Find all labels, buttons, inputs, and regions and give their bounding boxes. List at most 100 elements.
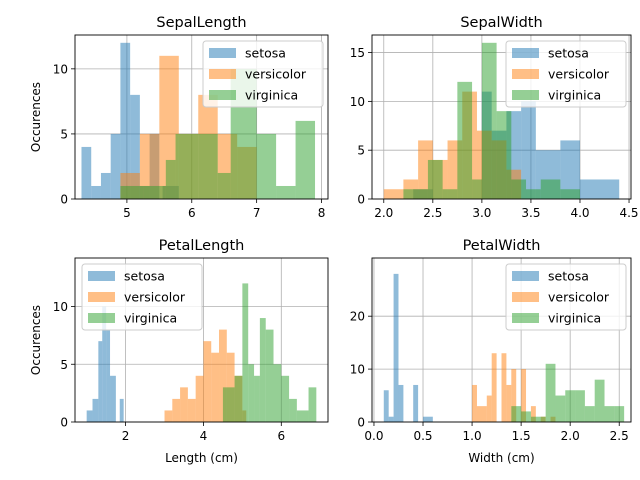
x-tick-label: 2.5 <box>423 206 442 220</box>
bar-virginica <box>496 111 512 199</box>
bar-virginica <box>526 189 541 199</box>
y-tick-label: 0 <box>357 193 365 207</box>
bar-virginica <box>296 410 309 422</box>
bar-setosa <box>560 140 580 199</box>
y-tick-label: 0 <box>60 193 68 207</box>
bar-setosa <box>398 384 404 422</box>
bar-virginica <box>521 411 531 422</box>
bar-setosa <box>383 390 389 422</box>
legend-swatch <box>209 69 236 79</box>
bar-virginica <box>143 185 166 199</box>
bar-setosa <box>413 384 419 422</box>
bar-setosa <box>521 101 536 199</box>
x-tick-label: 4.0 <box>570 206 589 220</box>
bar-virginica <box>281 375 290 422</box>
legend-label: versicolor <box>245 67 307 82</box>
bar-virginica <box>584 406 595 422</box>
legend-label: versicolor <box>124 290 186 305</box>
legend-swatch <box>88 292 115 302</box>
bar-setosa <box>110 375 116 422</box>
x-tick-label: 0.5 <box>413 429 432 443</box>
bar-versicolor <box>203 341 212 422</box>
bar-versicolor <box>383 189 404 199</box>
legend-swatch <box>209 90 236 100</box>
bar-setosa <box>110 133 121 199</box>
bar-virginica <box>256 133 277 199</box>
legend: setosa versicolor virginica <box>505 40 627 108</box>
bar-virginica <box>565 390 576 422</box>
legend-label: virginica <box>245 88 298 103</box>
bar-virginica <box>217 172 231 199</box>
bar-versicolor <box>172 398 181 422</box>
bar-versicolor <box>511 369 517 422</box>
bar-virginica <box>308 387 317 422</box>
bar-virginica <box>540 179 561 199</box>
subplot-title: PetalLength <box>159 238 245 254</box>
bar-virginica <box>481 42 497 199</box>
axes-frame <box>371 257 632 423</box>
legend-label: versicolor <box>548 67 610 82</box>
bar-virginica <box>175 133 199 199</box>
bar-virginica <box>222 387 235 422</box>
legend-swatch <box>512 292 539 302</box>
axes-frame <box>74 257 329 423</box>
bar-versicolor <box>486 395 492 422</box>
bar-virginica <box>234 375 243 422</box>
bar-setosa <box>102 306 107 422</box>
bar-setosa <box>98 341 103 422</box>
bar-virginica <box>555 395 566 422</box>
y-axis-label: Occurences <box>29 305 43 375</box>
legend: setosa versicolor virginica <box>505 263 627 331</box>
legend-label: setosa <box>245 46 286 61</box>
bar-virginica <box>560 189 580 199</box>
y-tick-label: 5 <box>60 127 68 141</box>
x-tick-label: 2.0 <box>374 206 393 220</box>
bar-virginica <box>165 159 176 199</box>
bar-virginica <box>120 185 144 199</box>
y-tick-label: 10 <box>53 300 68 314</box>
bar-virginica <box>511 406 522 422</box>
legend-swatch <box>512 69 539 79</box>
subplot-title: SepalWidth <box>460 15 542 31</box>
legend-label: virginica <box>124 311 177 326</box>
legend: setosa versicolor virginica <box>81 263 203 331</box>
bar-virginica <box>248 364 255 422</box>
bar-virginica <box>289 398 297 422</box>
bar-setosa <box>106 329 111 422</box>
bar-virginica <box>259 318 266 422</box>
bar-virginica <box>472 179 482 199</box>
bar-versicolor <box>180 387 188 422</box>
y-tick-label: 20 <box>350 310 365 324</box>
bar-versicolor <box>219 329 227 422</box>
bar-versicolor <box>195 375 204 422</box>
bar-virginica <box>265 329 274 422</box>
bar-setosa <box>92 398 99 422</box>
axes-frame <box>371 34 632 200</box>
legend-swatch <box>88 271 115 281</box>
legend-swatch <box>512 90 539 100</box>
bar-virginica <box>511 179 527 199</box>
bar-virginica <box>530 416 546 422</box>
bar-virginica <box>295 120 316 199</box>
subplot-3: 0.0 0.5 1.0 1.5 2.0 2.5 0 10 20 PetalWidth Width (… <box>350 238 632 465</box>
legend-label: versicolor <box>548 290 610 305</box>
bar-virginica <box>614 406 625 422</box>
y-tick-label: 5 <box>60 358 68 372</box>
bar-setosa <box>81 146 92 199</box>
bar-virginica <box>545 363 556 422</box>
legend-label: virginica <box>548 311 601 326</box>
bar-virginica <box>594 379 605 422</box>
bar-setosa <box>130 94 140 199</box>
bar-versicolor <box>187 398 196 422</box>
legend-swatch <box>512 271 539 281</box>
x-axis-label: Length (cm) <box>165 451 238 465</box>
x-tick-label: 8 <box>318 206 326 220</box>
legend-swatch <box>88 313 115 323</box>
bar-virginica <box>457 81 473 199</box>
bar-versicolor <box>476 406 487 422</box>
bar-versicolor <box>211 352 220 422</box>
bar-virginica <box>198 133 218 199</box>
subplot-0: 5 6 7 8 0 5 10 SepalLength Occurences setosa versi… <box>29 15 329 220</box>
bar-virginica <box>427 159 443 199</box>
